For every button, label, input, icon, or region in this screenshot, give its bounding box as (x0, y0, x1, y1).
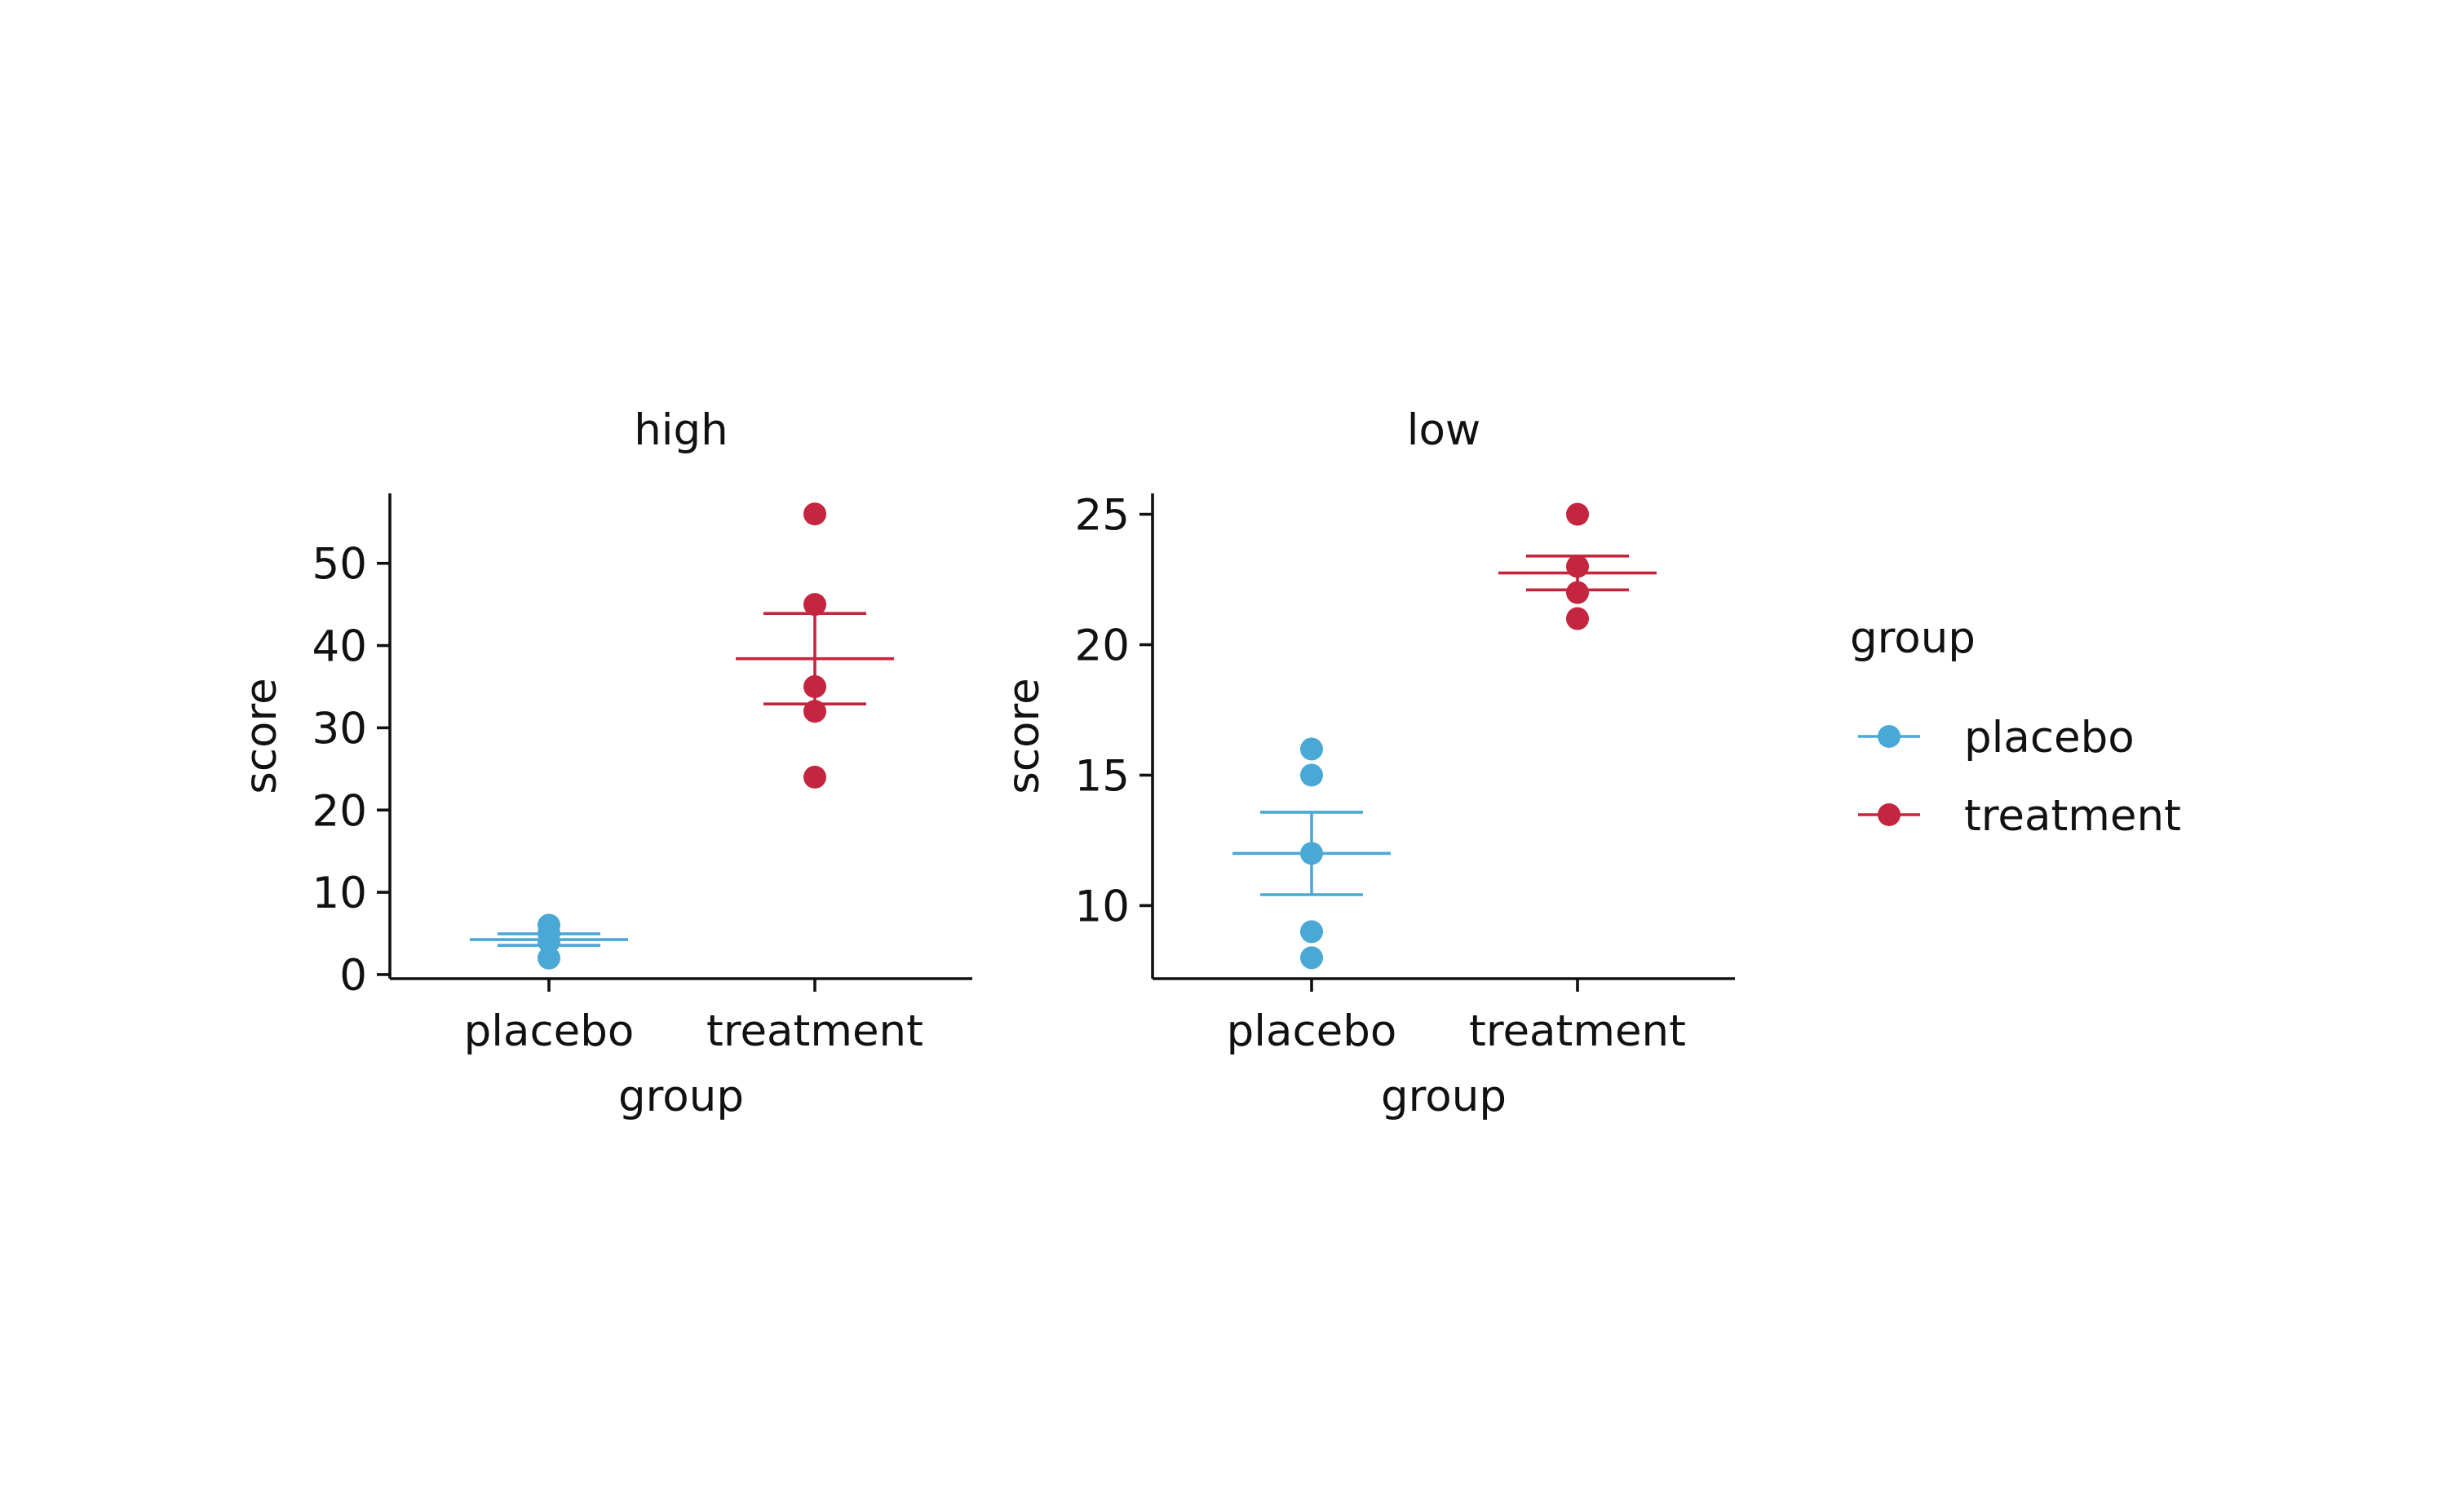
legend-key-point (1878, 803, 1901, 826)
legend-item-placebo: placebo (1858, 713, 2135, 763)
data-point (803, 502, 826, 526)
y-tick-label: 10 (312, 869, 367, 918)
x-tick-label: placebo (464, 1006, 635, 1056)
y-tick-label: 20 (312, 786, 367, 836)
y-axis-title: score (999, 678, 1049, 794)
y-tick-label: 25 (1075, 491, 1130, 541)
data-point (803, 700, 826, 723)
facet-panel-high: high 0 10 20 30 40 50 placebo treatment group scor… (237, 405, 972, 1121)
y-tick-label: 30 (312, 704, 367, 754)
legend-label: placebo (1964, 713, 2135, 763)
legend-item-treatment: treatment (1858, 791, 2181, 841)
x-axis-title: group (1381, 1072, 1507, 1121)
series-treatment (1498, 502, 1657, 630)
y-tick-label: 15 (1075, 751, 1130, 801)
data-point (1566, 581, 1589, 604)
y-axis-title: score (237, 678, 286, 794)
series-placebo (1232, 737, 1391, 970)
x-axis-title: group (618, 1072, 744, 1121)
data-point (1300, 737, 1323, 761)
x-tick-label: placebo (1227, 1006, 1397, 1056)
x-tick-label: treatment (1469, 1006, 1686, 1056)
legend: group placebo treatment (1850, 613, 2181, 841)
data-point (803, 765, 826, 789)
data-point (1566, 607, 1589, 630)
facet-panel-low: low 10 15 20 25 placebo treatment group score (999, 405, 1735, 1121)
y-tick-label: 40 (312, 622, 367, 672)
facet-title: high (634, 405, 728, 455)
data-point (1566, 502, 1589, 526)
series-placebo (470, 913, 628, 970)
legend-label: treatment (1964, 791, 2181, 841)
legend-key-point (1878, 725, 1901, 748)
y-tick-label: 50 (312, 540, 367, 590)
data-point (1300, 920, 1323, 944)
y-tick-label: 10 (1075, 882, 1130, 931)
legend-title: group (1850, 613, 1976, 663)
series-treatment (736, 502, 894, 789)
data-point (538, 946, 560, 970)
y-tick-label: 20 (1075, 621, 1130, 671)
legend-items: placebo treatment (1858, 713, 2181, 841)
facet-title: low (1407, 405, 1481, 455)
facet-panels: high 0 10 20 30 40 50 placebo treatment group scor… (237, 405, 1735, 1121)
y-tick-label: 0 (339, 951, 367, 1001)
data-point (803, 593, 826, 617)
data-point (1300, 763, 1323, 787)
data-point (538, 913, 560, 937)
x-tick-label: treatment (706, 1006, 923, 1056)
data-point (1300, 946, 1323, 970)
